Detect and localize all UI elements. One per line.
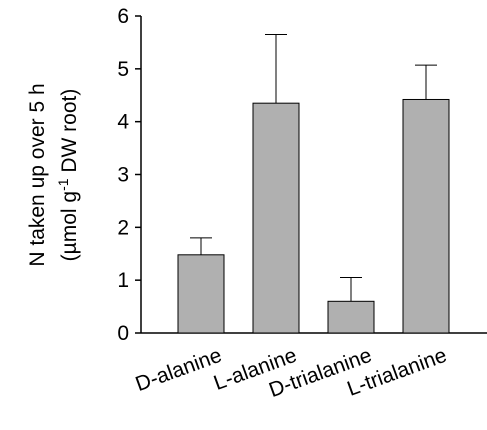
x-tick-label: D-alanine (132, 344, 224, 396)
bar (327, 300, 375, 334)
y-axis-label-part: (µmol g (58, 191, 81, 261)
y-tick-label: 1 (117, 269, 129, 292)
y-tick-label: 6 (117, 5, 129, 28)
y-tick-label: 4 (117, 111, 129, 134)
y-tick-label: 0 (117, 322, 129, 345)
y-axis-label: N taken up over 5 h (26, 83, 49, 266)
y-axis-label-part: DW root) (58, 89, 81, 179)
y-tick-label: 3 (117, 164, 129, 187)
bar (402, 98, 450, 334)
y-tick-label: 5 (117, 58, 129, 81)
bar (252, 102, 300, 334)
y-axis-label-sup: -1 (55, 178, 71, 191)
y-tick-label: 2 (117, 216, 129, 239)
bar (177, 254, 225, 334)
y-axis-label: (µmol g-1 DW root) (55, 89, 81, 262)
